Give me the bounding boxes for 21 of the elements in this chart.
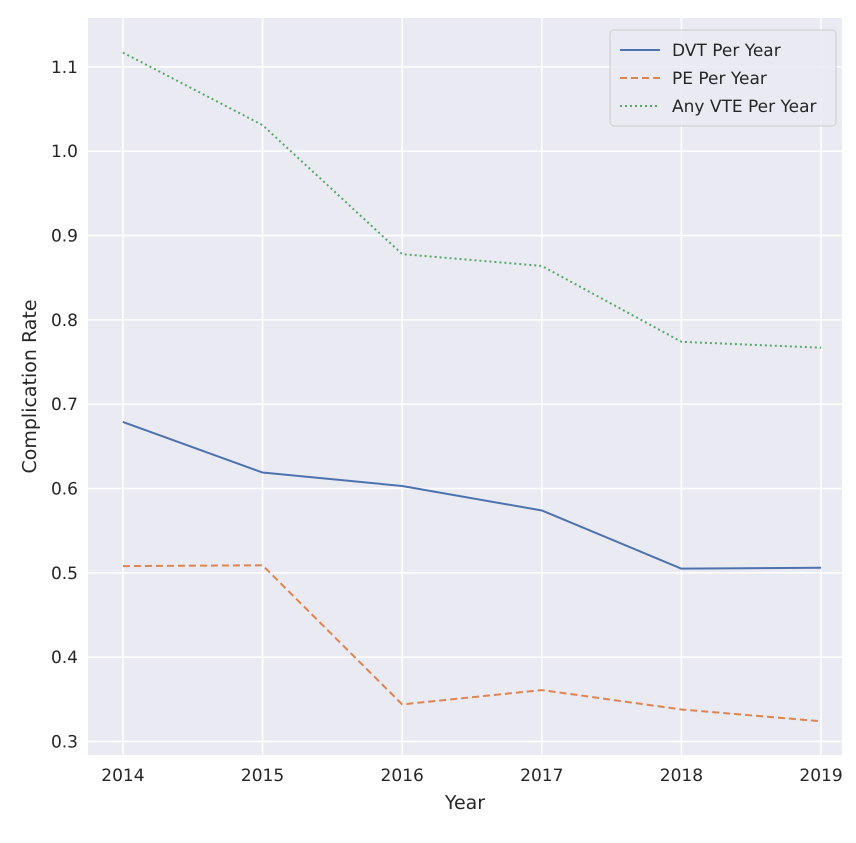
x-tick-label: 2016 bbox=[380, 766, 424, 786]
x-tick-label: 2014 bbox=[101, 766, 145, 786]
y-tick-label: 1.1 bbox=[50, 58, 78, 78]
x-axis-title: Year bbox=[444, 792, 486, 814]
y-tick-label: 0.8 bbox=[50, 310, 78, 331]
y-tick-label: 0.5 bbox=[50, 564, 78, 584]
y-tick-label: 0.6 bbox=[50, 479, 78, 500]
x-tick-label: 2019 bbox=[799, 766, 843, 786]
y-tick-label: 0.9 bbox=[50, 226, 78, 247]
x-tick-label: 2017 bbox=[520, 766, 564, 786]
legend-label: DVT Per Year bbox=[672, 40, 781, 61]
legend-label: PE Per Year bbox=[672, 68, 767, 89]
x-tick-label: 2018 bbox=[660, 766, 704, 786]
x-tick-label: 2015 bbox=[240, 766, 284, 786]
line-series bbox=[122, 420, 822, 570]
y-axis-title: Complication Rate bbox=[19, 299, 41, 474]
y-tick-label: 1.0 bbox=[50, 142, 78, 162]
y-tick-label: 0.4 bbox=[50, 648, 78, 668]
legend-label: Any VTE Per Year bbox=[672, 96, 817, 117]
y-tick-label: 0.7 bbox=[50, 395, 78, 416]
y-tick-label: 0.3 bbox=[50, 732, 78, 752]
